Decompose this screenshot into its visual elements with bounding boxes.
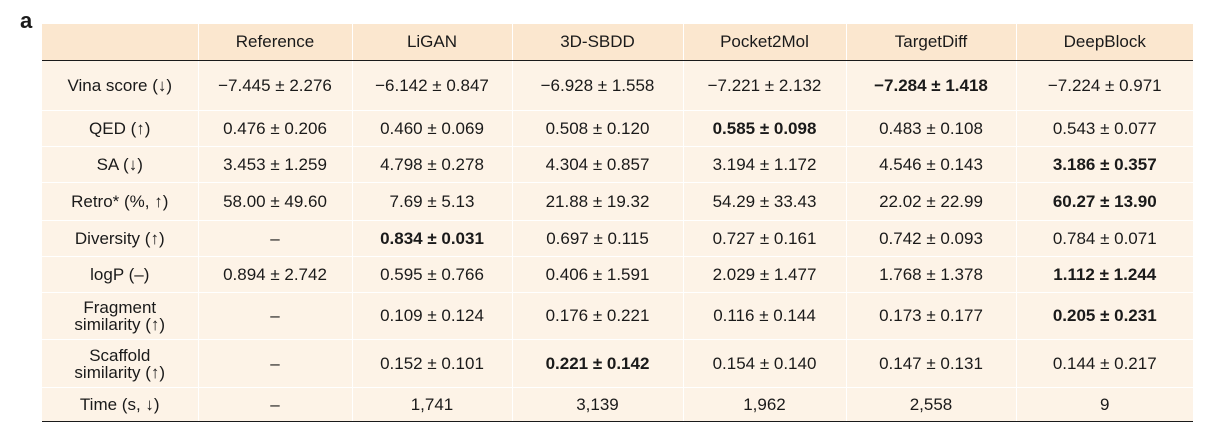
table-cell: 0.116 ± 0.144 — [683, 292, 847, 340]
table-cell: 3,139 — [512, 387, 684, 422]
header-cell-3d-sbdd: 3D-SBDD — [512, 24, 684, 61]
header-cell-reference: Reference — [198, 24, 353, 61]
table-cell: 0.176 ± 0.221 — [512, 292, 684, 340]
table-cell: −7.445 ± 2.276 — [198, 60, 353, 111]
table-row: Vina score (↓) −7.445 ± 2.276 −6.142 ± 0.8… — [42, 60, 1193, 111]
row-label: logP (–) — [42, 256, 199, 293]
row-label: Retro* (%, ↑) — [42, 182, 199, 221]
row-label-line: Diversity (↑) — [74, 229, 165, 248]
table-cell: 60.27 ± 13.90 — [1016, 182, 1193, 221]
table-cell: 2.029 ± 1.477 — [683, 256, 847, 293]
table-cell: 1.112 ± 1.244 — [1016, 256, 1193, 293]
header-cell-ligan: LiGAN — [352, 24, 513, 61]
table-cell: 0.205 ± 0.231 — [1016, 292, 1193, 340]
table-cell: 22.02 ± 22.99 — [846, 182, 1017, 221]
table-cell: – — [198, 339, 353, 388]
table-cell: 0.894 ± 2.742 — [198, 256, 353, 293]
table-cell: 0.727 ± 0.161 — [683, 220, 847, 257]
table-cell: 0.144 ± 0.217 — [1016, 339, 1193, 388]
table-cell: – — [198, 292, 353, 340]
table-cell: 0.784 ± 0.071 — [1016, 220, 1193, 257]
row-label-line: QED (↑) — [89, 119, 151, 138]
table-cell: 3.186 ± 0.357 — [1016, 146, 1193, 183]
row-label-line: Fragment — [83, 298, 157, 317]
row-label-line: Retro* (%, ↑) — [71, 192, 169, 211]
table-cell: 0.697 ± 0.115 — [512, 220, 684, 257]
table-cell: 0.508 ± 0.120 — [512, 110, 684, 147]
table-row: logP (–) 0.894 ± 2.742 0.595 ± 0.766 0.406 … — [42, 256, 1193, 293]
header-cell-deepblock: DeepBlock — [1016, 24, 1193, 61]
header-cell-0 — [42, 24, 199, 61]
table-cell: 0.483 ± 0.108 — [846, 110, 1017, 147]
row-label: QED (↑) — [42, 110, 199, 147]
table-cell: 0.147 ± 0.131 — [846, 339, 1017, 388]
table-cell: 0.152 ± 0.101 — [352, 339, 513, 388]
table-cell: 0.221 ± 0.142 — [512, 339, 684, 388]
table-cell: 4.546 ± 0.143 — [846, 146, 1017, 183]
table-cell: 9 — [1016, 387, 1193, 422]
table-cell: −7.224 ± 0.971 — [1016, 60, 1193, 111]
row-label: Diversity (↑) — [42, 220, 199, 257]
table-cell: 0.834 ± 0.031 — [352, 220, 513, 257]
table-cell: 0.543 ± 0.077 — [1016, 110, 1193, 147]
table-cell: 1,962 — [683, 387, 847, 422]
table-row: Time (s, ↓) –1,741 3,139 1,962 2,558 9 — [42, 387, 1193, 422]
header-cell-targetdiff: TargetDiff — [846, 24, 1017, 61]
row-label: Fragment similarity (↑) — [42, 292, 199, 340]
table-cell: 0.406 ± 1.591 — [512, 256, 684, 293]
row-label: SA (↓) — [42, 146, 199, 183]
table-row: Fragment similarity (↑) –0.109 ± 0.124 0.17… — [42, 292, 1193, 340]
row-label-line: similarity (↑) — [74, 315, 166, 334]
row-label-line: Time (s, ↓) — [79, 395, 160, 414]
table-row: Retro* (%, ↑) 58.00 ± 49.60 7.69 ± 5.13 21.… — [42, 182, 1193, 221]
table-cell: 0.476 ± 0.206 — [198, 110, 353, 147]
row-label-line: Vina score (↓) — [67, 76, 173, 95]
table-cell: 1.768 ± 1.378 — [846, 256, 1017, 293]
header-row: Reference LiGAN 3D-SBDD Pocket2Mol Targe… — [42, 24, 1193, 61]
row-label: Vina score (↓) — [42, 60, 199, 111]
table-cell: 0.595 ± 0.766 — [352, 256, 513, 293]
row-label: Scaffold similarity (↑) — [42, 339, 199, 388]
table-row: Diversity (↑) –0.834 ± 0.031 0.697 ± 0.115… — [42, 220, 1193, 257]
table-cell: 0.460 ± 0.069 — [352, 110, 513, 147]
results-table: Reference LiGAN 3D-SBDD Pocket2Mol Targe… — [42, 24, 1193, 422]
table-cell: 54.29 ± 33.43 — [683, 182, 847, 221]
table-cell: 0.585 ± 0.098 — [683, 110, 847, 147]
row-label-line: Scaffold — [89, 345, 151, 365]
row-label: Time (s, ↓) — [42, 387, 199, 422]
table-cell: −7.284 ± 1.418 — [846, 60, 1017, 111]
table-cell: 4.304 ± 0.857 — [512, 146, 684, 183]
table-cell: 0.742 ± 0.093 — [846, 220, 1017, 257]
table-cell: −6.928 ± 1.558 — [512, 60, 684, 111]
table-row: QED (↑) 0.476 ± 0.206 0.460 ± 0.069 0.508 ±… — [42, 110, 1193, 147]
row-label-line: SA (↓) — [96, 155, 143, 174]
table-cell: 3.194 ± 1.172 — [683, 146, 847, 183]
table-cell: 0.109 ± 0.124 — [352, 292, 513, 340]
table-cell: 0.154 ± 0.140 — [683, 339, 847, 388]
table-cell: 3.453 ± 1.259 — [198, 146, 353, 183]
table-cell: 7.69 ± 5.13 — [352, 182, 513, 221]
table-cell: −6.142 ± 0.847 — [352, 60, 513, 111]
table-cell: 21.88 ± 19.32 — [512, 182, 684, 221]
table-cell: 4.798 ± 0.278 — [352, 146, 513, 183]
table-cell: 58.00 ± 49.60 — [198, 182, 353, 221]
panel-label: a — [20, 8, 33, 33]
table-row: SA (↓) 3.453 ± 1.259 4.798 ± 0.278 4.304 ± … — [42, 146, 1193, 183]
row-label-line: logP (–) — [90, 265, 150, 284]
table-row: Scaffold similarity (↑) –0.152 ± 0.101 0.22… — [42, 339, 1193, 388]
header-cell-pocket2mol: Pocket2Mol — [683, 24, 847, 61]
table-cell: 2,558 — [846, 387, 1017, 422]
table-cell: – — [198, 220, 353, 257]
table-cell: −7.221 ± 2.132 — [683, 60, 847, 111]
table-cell: – — [198, 387, 353, 422]
table-cell: 1,741 — [352, 387, 513, 422]
table-cell: 0.173 ± 0.177 — [846, 292, 1017, 340]
row-label-line: similarity (↑) — [74, 362, 166, 382]
